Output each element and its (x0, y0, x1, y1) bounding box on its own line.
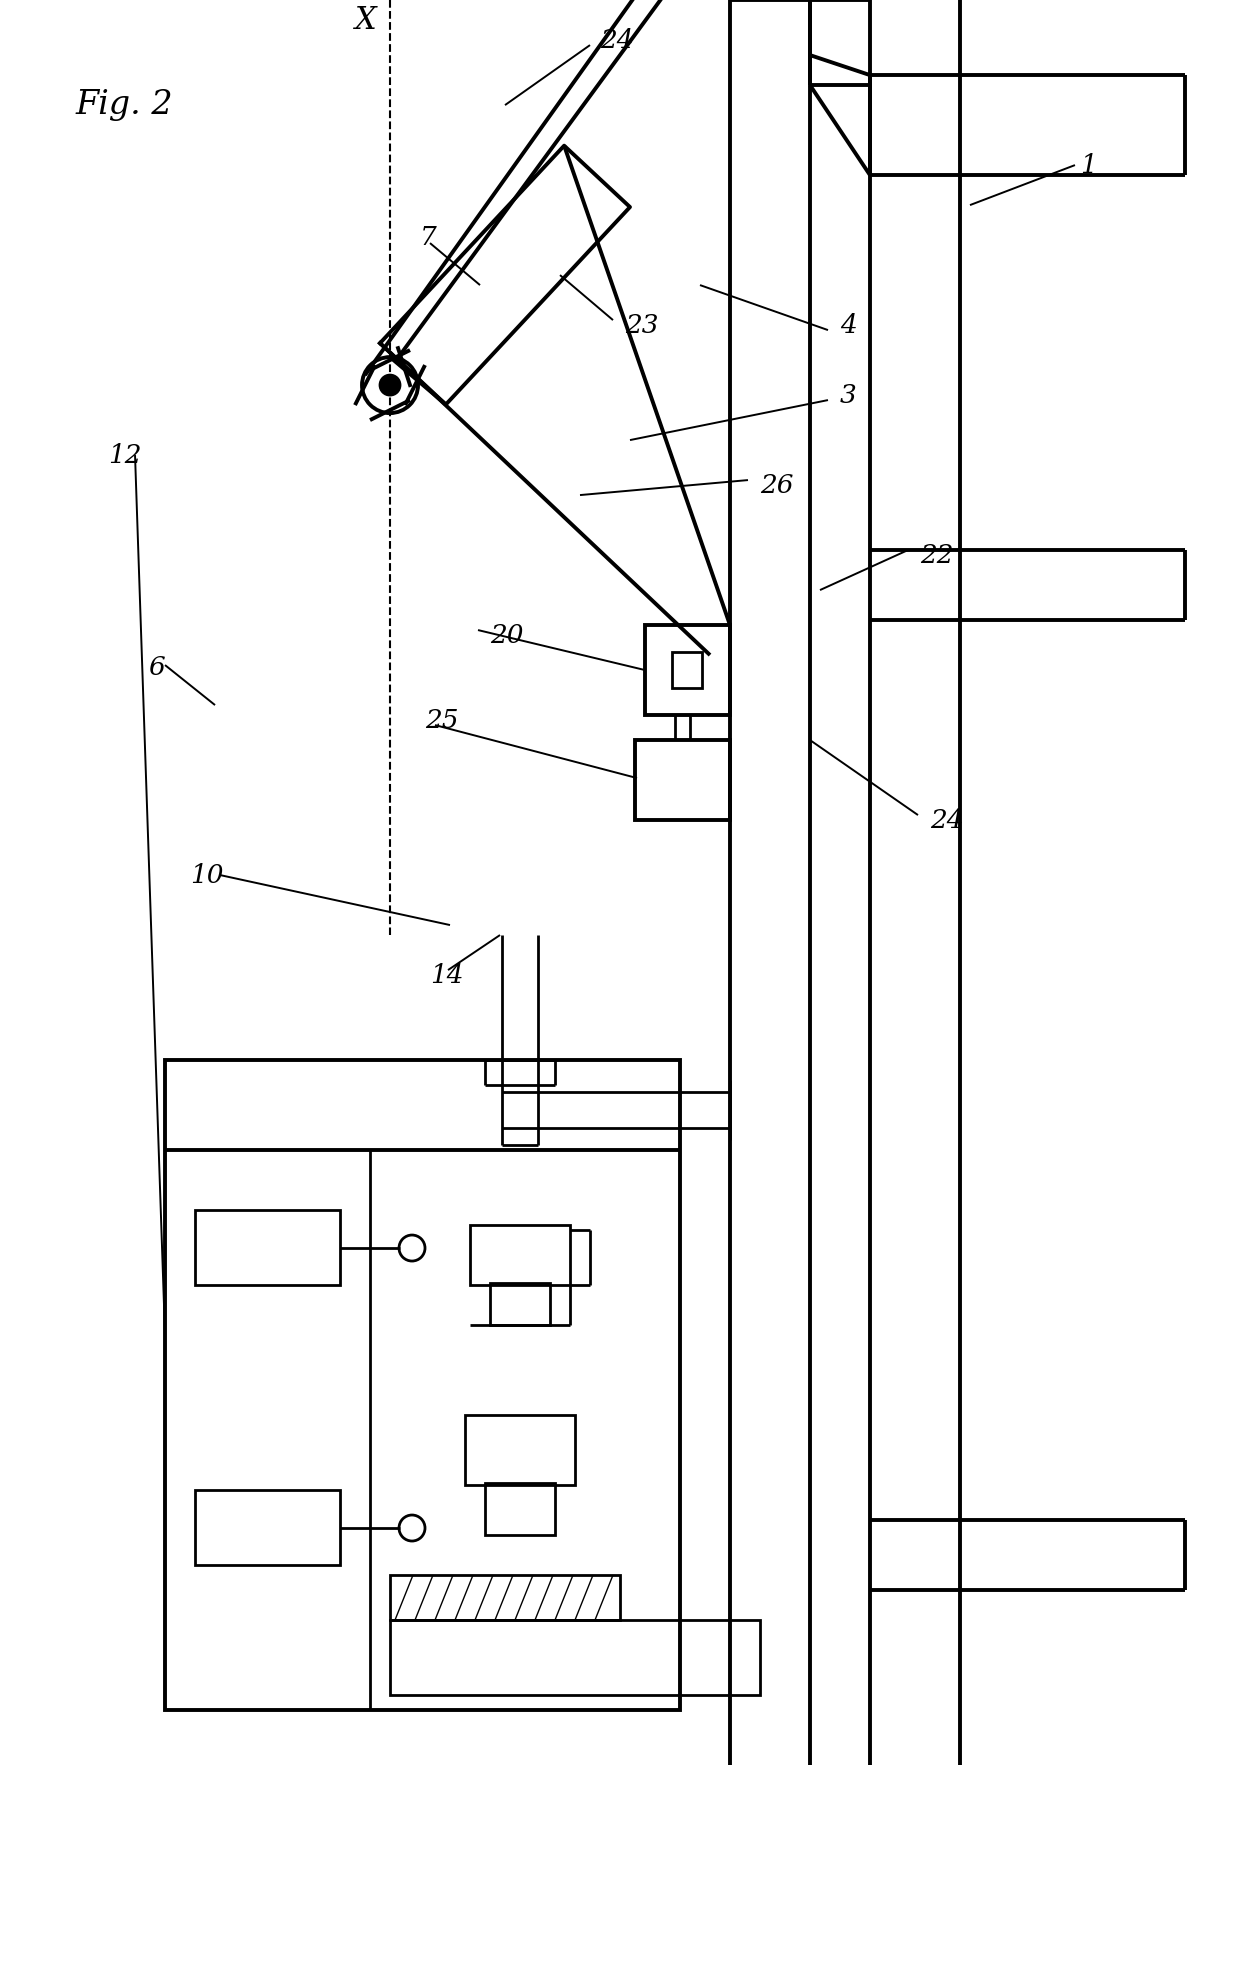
Text: 24: 24 (930, 808, 963, 832)
Bar (165, 1060, 680, 1709)
Text: 3: 3 (839, 383, 857, 407)
Bar (490, 1282, 551, 1326)
Bar (672, 651, 702, 689)
Text: 26: 26 (760, 472, 794, 498)
Text: 22: 22 (920, 542, 954, 568)
Bar (485, 1483, 556, 1534)
Circle shape (379, 375, 401, 395)
Bar (465, 1415, 575, 1485)
Text: 10: 10 (190, 863, 223, 887)
Text: 14: 14 (430, 963, 464, 989)
Text: 20: 20 (490, 623, 523, 647)
Bar (391, 1620, 760, 1695)
Text: X: X (355, 4, 377, 36)
Text: 23: 23 (625, 312, 658, 337)
Bar (195, 1211, 340, 1284)
Text: Fig. 2: Fig. 2 (76, 89, 172, 121)
Bar (635, 740, 730, 820)
Text: 12: 12 (108, 443, 141, 468)
Text: 4: 4 (839, 312, 857, 337)
Text: 7: 7 (420, 224, 436, 250)
Bar (195, 1491, 340, 1564)
Bar (470, 1225, 570, 1284)
Text: 6: 6 (148, 655, 165, 679)
Text: 1: 1 (1080, 153, 1096, 177)
Text: 25: 25 (425, 707, 459, 732)
Text: 24: 24 (600, 28, 634, 52)
Bar (645, 625, 730, 715)
Bar (391, 1574, 620, 1620)
